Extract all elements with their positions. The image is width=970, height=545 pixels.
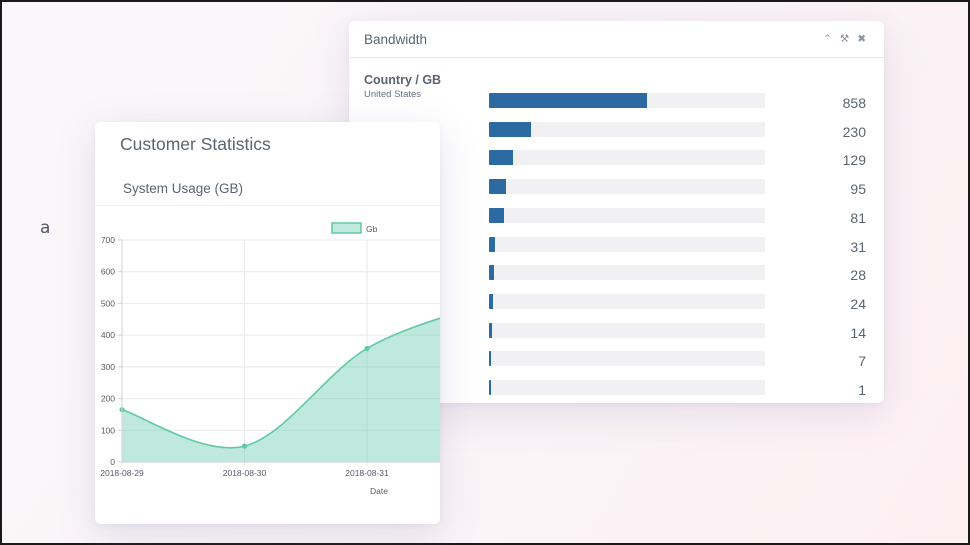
bandwidth-value: 7 [858,353,866,370]
system-usage-chart: 0 100 200 300 400 500 600 700 2018-08-29 2018-08-… [100,222,440,496]
bandwidth-bar-track [489,322,765,338]
bandwidth-row: 1 [349,380,884,403]
bandwidth-bar-fill [489,207,504,223]
y-tick-label: 600 [101,267,115,277]
gb-series-line [121,317,440,449]
y-tick-label: 300 [101,362,115,372]
gb-series-area [122,318,440,462]
bandwidth-value: 31 [850,238,866,255]
system-usage-subtitle: System Usage (GB) [123,181,244,196]
bandwidth-row: 7 [349,351,884,380]
bandwidth-bar-track [489,150,765,166]
y-tick-label: 700 [101,235,115,245]
customer-statistics-panel: Customer Statistics System Usage (GB) 0 1… [95,122,440,524]
bandwidth-bar-fill [489,293,494,309]
bandwidth-row: 28 [349,265,884,294]
bandwidth-bar-track [489,293,765,309]
x-axis-label: Date [370,486,388,496]
bandwidth-row: 230 [349,121,884,151]
bandwidth-bar-track [489,207,765,223]
bandwidth-value: 14 [850,324,866,341]
bandwidth-value: 95 [850,181,866,198]
bandwidth-row: 81 [349,207,884,237]
x-tick-label: 2018-08-30 [223,468,267,478]
close-icon[interactable]: ✖ [857,33,866,45]
x-tick-label: 2018-08-31 [345,468,389,478]
bandwidth-bar-fill [489,179,507,195]
bandwidth-row: 14 [349,322,884,352]
bandwidth-bar-fill [489,380,491,395]
bandwidth-toolbar: ⌃ ⚒ ✖ [823,32,866,46]
bandwidth-value: 24 [850,295,866,312]
legend-label: Gb [366,224,378,234]
wrench-icon[interactable]: ⚒ [839,33,850,45]
bandwidth-bar-track [489,121,765,137]
bandwidth-bar-track [489,380,765,395]
bandwidth-row: 95 [349,179,884,208]
gb-data-point [241,443,248,449]
bandwidth-subtitle: Country / GB [364,73,442,87]
bandwidth-value: 28 [850,267,866,284]
gb-data-point [364,345,370,352]
bandwidth-value: 129 [842,152,866,169]
bandwidth-bar-track [489,93,765,108]
bandwidth-bar-track [489,351,765,367]
stray-glyph: a [40,218,51,238]
bandwidth-bar-fill [489,351,491,367]
bandwidth-value: 81 [850,209,866,226]
bandwidth-value: 1 [858,382,866,398]
legend-swatch [331,222,362,234]
bandwidth-bar-fill [489,322,492,338]
bandwidth-bar-fill [489,236,495,252]
bandwidth-bar-track [489,265,765,281]
bandwidth-bar-fill [489,150,513,166]
bandwidth-row: 31 [349,236,884,266]
divider [95,205,440,206]
y-tick-label: 0 [110,457,115,467]
bandwidth-row: United States 858 [349,89,884,122]
customer-statistics-title: Customer Statistics [120,134,271,154]
bandwidth-row: 129 [349,150,884,179]
bandwidth-bar-fill [489,93,647,108]
bandwidth-country-label: United States [364,89,422,100]
bandwidth-title: Bandwidth [364,32,428,47]
bandwidth-bar-fill [489,121,532,137]
bandwidth-row: 24 [349,293,884,323]
y-tick-label: 100 [101,425,115,435]
bandwidth-header: Bandwidth ⌃ ⚒ ✖ [349,21,884,58]
bandwidth-value: 230 [842,123,866,140]
bandwidth-value: 858 [842,95,866,111]
bandwidth-bar-fill [489,265,495,281]
x-tick-label: 2018-08-29 [100,468,144,478]
bandwidth-bar-track [489,179,765,195]
y-tick-label: 500 [101,298,115,308]
y-tick-label: 400 [101,330,115,340]
chevron-up-icon[interactable]: ⌃ [822,33,832,45]
bandwidth-bar-track [489,236,765,252]
y-tick-label: 200 [101,394,115,404]
